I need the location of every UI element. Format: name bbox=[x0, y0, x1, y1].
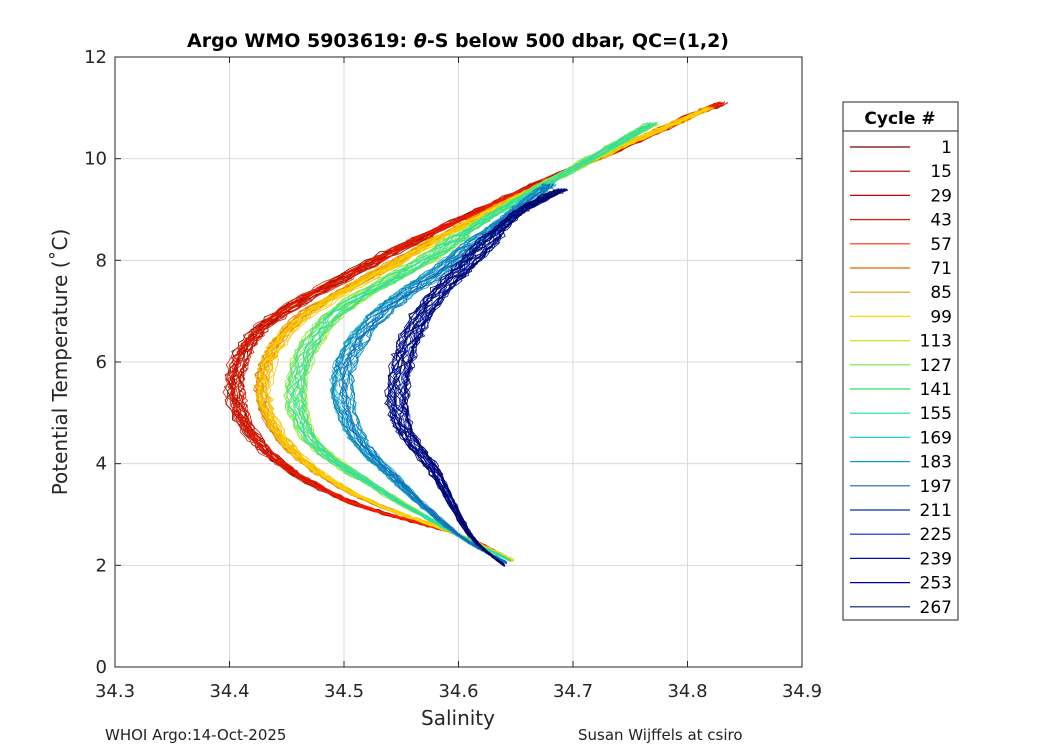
y-tick-label: 10 bbox=[84, 149, 107, 170]
profile-line-200-267-25 bbox=[393, 188, 562, 566]
profile-line-1-60-22 bbox=[222, 102, 715, 561]
legend-label-155: 155 bbox=[920, 404, 952, 424]
profile-line-110-150-18 bbox=[286, 123, 652, 561]
legend: Cycle # 1 15 29 43 57 71 85 99 113 127 141 155 169 18… bbox=[842, 101, 959, 621]
legend-label-29: 29 bbox=[930, 186, 952, 206]
y-axis: 0 2 4 6 8 10 12 bbox=[84, 47, 802, 678]
legend-label-57: 57 bbox=[930, 235, 952, 255]
x-tick-label: 34.5 bbox=[324, 681, 364, 702]
chart-title: Argo WMO 5903619: θ-S below 500 dbar, QC… bbox=[187, 30, 729, 52]
profile-line-150-200-24 bbox=[349, 182, 555, 565]
legend-label-43: 43 bbox=[930, 211, 952, 231]
x-tick-label: 34.7 bbox=[553, 681, 593, 702]
chart-title-prefix: Argo WMO 5903619: bbox=[187, 30, 414, 52]
legend-label-239: 239 bbox=[920, 549, 952, 569]
legend-label-197: 197 bbox=[920, 477, 952, 497]
legend-label-1: 1 bbox=[941, 138, 952, 158]
x-axis-label: Salinity bbox=[421, 706, 495, 730]
legend-label-267: 267 bbox=[920, 598, 952, 618]
y-tick-label: 6 bbox=[96, 352, 107, 373]
y-tick-label: 4 bbox=[96, 454, 107, 475]
profile-line-200-267-19 bbox=[402, 188, 566, 566]
legend-label-225: 225 bbox=[920, 525, 952, 545]
chart-title-theta: θ bbox=[414, 30, 427, 52]
x-axis: 34.3 34.4 34.5 34.6 34.7 34.8 34.9 bbox=[95, 57, 822, 702]
profile-line-200-267-21 bbox=[406, 188, 567, 567]
footer-credit-right: Susan Wijffels at csiro bbox=[578, 726, 743, 744]
legend-entries: 1 15 29 43 57 71 85 99 113 127 141 155 169 183 197 211 2… bbox=[850, 138, 952, 618]
y-axis-label: Potential Temperature (˚C) bbox=[48, 229, 72, 496]
footer-credit-left: WHOI Argo:14-Oct-2025 bbox=[105, 726, 287, 744]
profile-lines bbox=[222, 101, 729, 567]
legend-label-211: 211 bbox=[920, 501, 952, 521]
legend-label-99: 99 bbox=[930, 307, 952, 327]
legend-label-85: 85 bbox=[930, 283, 952, 303]
profile-line-200-267-23 bbox=[403, 189, 566, 567]
x-tick-label: 34.8 bbox=[667, 681, 707, 702]
legend-label-183: 183 bbox=[920, 453, 952, 473]
y-tick-label: 8 bbox=[96, 250, 107, 271]
legend-label-169: 169 bbox=[920, 428, 952, 448]
legend-label-71: 71 bbox=[930, 259, 952, 279]
y-tick-label: 0 bbox=[96, 657, 107, 678]
y-tick-label: 12 bbox=[84, 47, 107, 68]
legend-label-113: 113 bbox=[920, 332, 952, 352]
legend-label-15: 15 bbox=[930, 162, 952, 182]
legend-label-141: 141 bbox=[920, 380, 952, 400]
profile-line-200-267-24 bbox=[384, 190, 556, 566]
x-tick-label: 34.6 bbox=[438, 681, 478, 702]
x-tick-label: 34.3 bbox=[95, 681, 135, 702]
profile-line-200-267-22 bbox=[394, 189, 563, 566]
profile-line-200-267-18 bbox=[386, 189, 558, 565]
profile-line-150-200-22 bbox=[332, 184, 547, 564]
x-tick-label: 34.4 bbox=[209, 681, 249, 702]
legend-label-253: 253 bbox=[920, 574, 952, 594]
legend-title: Cycle # bbox=[864, 109, 935, 129]
legend-label-127: 127 bbox=[920, 356, 952, 376]
x-tick-label: 34.9 bbox=[782, 681, 822, 702]
y-tick-label: 2 bbox=[96, 555, 107, 576]
profile-line-110-150-23 bbox=[301, 121, 657, 560]
chart-title-suffix: -S below 500 dbar, QC=(1,2) bbox=[427, 30, 729, 52]
